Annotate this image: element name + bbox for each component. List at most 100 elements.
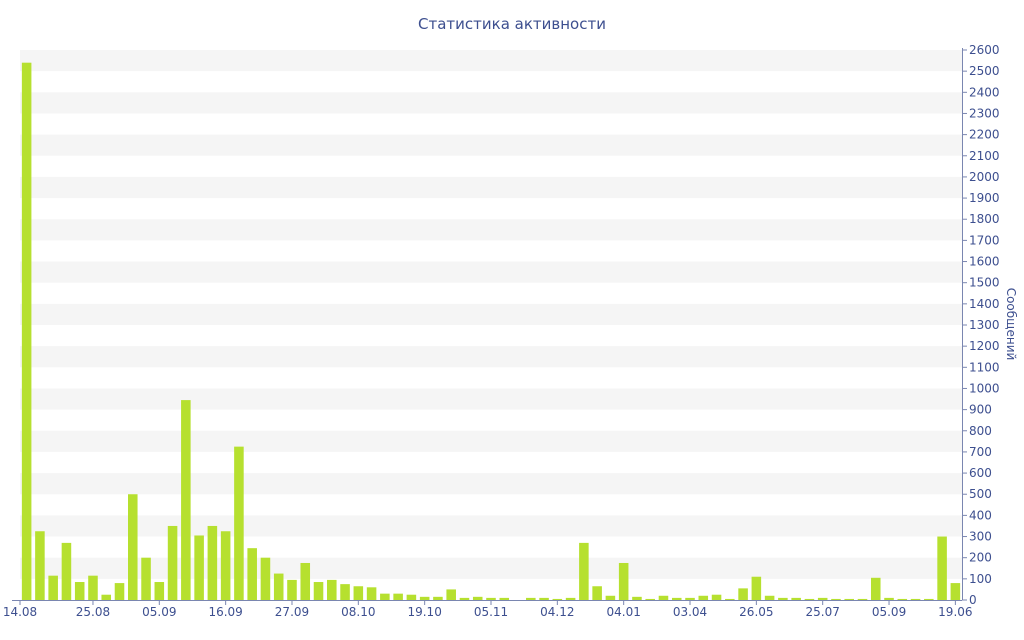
x-tick-label: 05.09 bbox=[142, 605, 176, 619]
bar bbox=[114, 583, 125, 600]
bar bbox=[393, 593, 403, 600]
grid-band bbox=[20, 219, 962, 241]
grid-band bbox=[20, 346, 962, 368]
bar bbox=[924, 598, 934, 600]
bar bbox=[486, 597, 496, 600]
bar bbox=[539, 597, 549, 600]
x-tick-label: 26.05 bbox=[739, 605, 773, 619]
bar bbox=[764, 595, 775, 600]
bar bbox=[605, 595, 616, 600]
y-axis-title: Сообщений bbox=[1004, 288, 1018, 361]
grid-band bbox=[20, 557, 962, 579]
bar bbox=[128, 494, 138, 600]
bar bbox=[61, 542, 72, 600]
bar bbox=[459, 597, 470, 600]
bar bbox=[101, 594, 112, 600]
bars bbox=[21, 62, 961, 600]
bar bbox=[287, 579, 297, 600]
y-tick-label: 2600 bbox=[969, 43, 1000, 57]
bar bbox=[870, 577, 881, 600]
bar bbox=[88, 575, 98, 600]
x-tick-label: 03.04 bbox=[673, 605, 707, 619]
bar bbox=[181, 400, 191, 600]
x-tick-label: 04.12 bbox=[540, 605, 574, 619]
bar bbox=[35, 531, 45, 600]
bar bbox=[817, 597, 828, 600]
x-tick-label: 05.11 bbox=[474, 605, 508, 619]
bar bbox=[353, 586, 364, 600]
bar bbox=[472, 596, 483, 600]
x-tick-label: 16.09 bbox=[208, 605, 242, 619]
grid-band bbox=[20, 134, 962, 156]
y-tick-label: 1300 bbox=[969, 318, 1000, 332]
y-tick-label: 200 bbox=[969, 551, 992, 565]
bar bbox=[698, 595, 709, 600]
bar bbox=[273, 573, 284, 600]
bar bbox=[884, 597, 894, 600]
x-tick-label: 05.09 bbox=[872, 605, 906, 619]
x-tick-label: 04.01 bbox=[606, 605, 640, 619]
bar bbox=[618, 562, 629, 600]
bar bbox=[565, 597, 576, 600]
grid-band bbox=[20, 92, 962, 114]
y-axis: 0 100 200 300 400 500 600 700 800 900 1000 1100 1200… bbox=[962, 43, 1000, 607]
bar bbox=[738, 588, 748, 600]
y-tick-label: 1600 bbox=[969, 255, 1000, 269]
bar bbox=[685, 597, 695, 600]
y-tick-label: 2100 bbox=[969, 149, 1000, 163]
bar bbox=[910, 598, 921, 600]
x-tick-label: 25.08 bbox=[76, 605, 110, 619]
y-tick-label: 500 bbox=[969, 487, 992, 501]
bar bbox=[433, 596, 443, 600]
x-tick-label: 19.06 bbox=[938, 605, 972, 619]
grid-band bbox=[20, 261, 962, 283]
bar bbox=[831, 598, 841, 600]
grid-band bbox=[20, 176, 962, 199]
y-tick-label: 1100 bbox=[969, 360, 1000, 374]
bar bbox=[340, 584, 350, 600]
bar bbox=[658, 595, 669, 600]
bar bbox=[950, 583, 961, 600]
bar bbox=[207, 525, 218, 600]
x-tick-label: 19.10 bbox=[407, 605, 441, 619]
bar bbox=[419, 596, 430, 600]
bar bbox=[552, 598, 563, 600]
bar bbox=[632, 596, 642, 600]
bar bbox=[844, 598, 854, 600]
bar bbox=[791, 597, 801, 600]
y-tick-label: 1400 bbox=[969, 297, 1000, 311]
bar bbox=[48, 575, 58, 600]
bar bbox=[220, 531, 231, 600]
bar bbox=[260, 557, 271, 600]
bar bbox=[671, 597, 682, 600]
y-tick-label: 1500 bbox=[969, 276, 1000, 290]
y-tick-label: 1900 bbox=[969, 191, 1000, 205]
y-tick-label: 900 bbox=[969, 403, 992, 417]
y-tick-label: 600 bbox=[969, 466, 992, 480]
bar bbox=[579, 542, 589, 600]
bar bbox=[778, 597, 788, 600]
bar bbox=[167, 525, 178, 600]
bar bbox=[937, 536, 947, 600]
y-tick-label: 300 bbox=[969, 530, 992, 544]
x-axis: 14.08 25.08 05.09 16.09 27.09 08.10 19.10 05.11… bbox=[3, 600, 973, 619]
grid-band bbox=[20, 515, 962, 537]
y-tick-label: 2000 bbox=[969, 170, 1000, 184]
bar bbox=[327, 579, 337, 600]
bar bbox=[751, 576, 762, 600]
bar bbox=[313, 582, 324, 600]
y-tick-label: 2200 bbox=[969, 128, 1000, 142]
y-tick-label: 2300 bbox=[969, 106, 1000, 120]
bar bbox=[247, 548, 257, 600]
bar bbox=[234, 446, 244, 600]
bar bbox=[645, 598, 655, 600]
x-tick-label: 14.08 bbox=[3, 605, 37, 619]
y-tick-label: 1800 bbox=[969, 212, 1000, 226]
bar bbox=[406, 594, 417, 600]
bar bbox=[141, 557, 151, 600]
y-tick-label: 400 bbox=[969, 508, 992, 522]
x-tick-label: 25.07 bbox=[806, 605, 840, 619]
bar bbox=[804, 598, 815, 600]
y-tick-label: 2400 bbox=[969, 85, 1000, 99]
